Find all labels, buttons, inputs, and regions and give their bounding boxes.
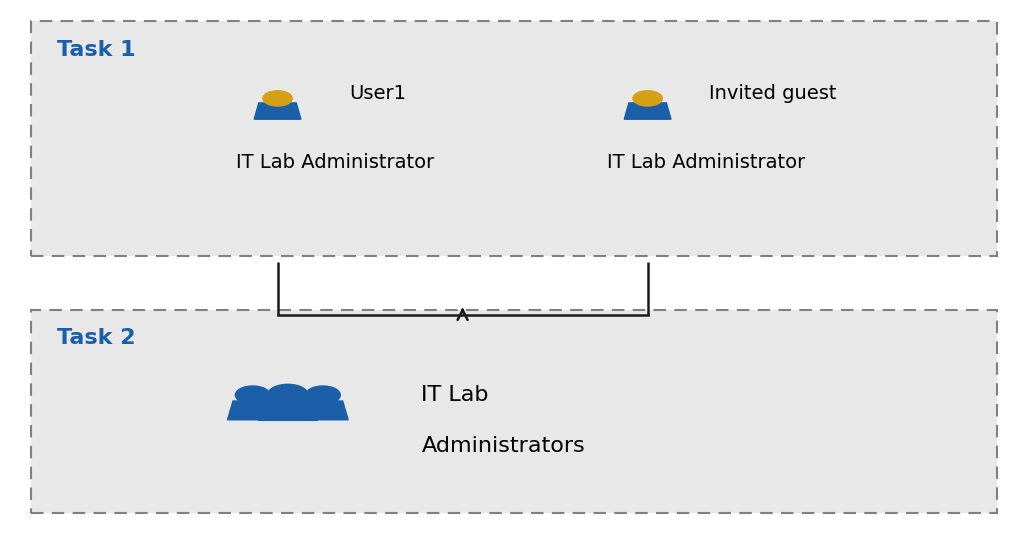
Polygon shape <box>624 103 671 119</box>
Text: Task 1: Task 1 <box>57 40 135 60</box>
Circle shape <box>305 386 340 404</box>
Text: IT Lab Administrator: IT Lab Administrator <box>607 153 805 172</box>
Circle shape <box>267 384 308 405</box>
Text: Task 2: Task 2 <box>57 328 135 348</box>
Text: Invited guest: Invited guest <box>709 84 837 103</box>
FancyBboxPatch shape <box>31 310 997 513</box>
Circle shape <box>235 386 270 404</box>
Polygon shape <box>298 401 348 420</box>
Text: IT Lab: IT Lab <box>421 385 489 405</box>
Circle shape <box>633 91 662 106</box>
Text: IT Lab Administrator: IT Lab Administrator <box>236 153 435 172</box>
Polygon shape <box>227 401 278 420</box>
FancyBboxPatch shape <box>31 21 997 256</box>
Text: User1: User1 <box>350 84 406 103</box>
Text: Administrators: Administrators <box>421 436 585 456</box>
Polygon shape <box>258 398 318 420</box>
Circle shape <box>263 91 292 106</box>
Polygon shape <box>254 103 301 119</box>
